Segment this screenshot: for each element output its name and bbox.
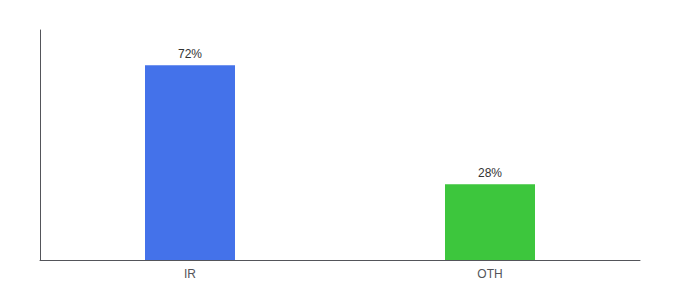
svg-text:OTH: OTH [477, 267, 502, 281]
svg-text:72%: 72% [178, 47, 202, 61]
svg-text:IR: IR [184, 267, 196, 281]
svg-text:28%: 28% [478, 166, 502, 180]
